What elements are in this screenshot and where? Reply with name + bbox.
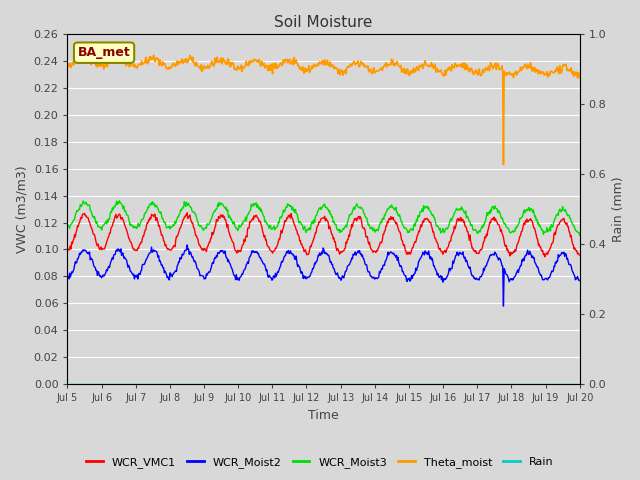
Y-axis label: Rain (mm): Rain (mm) (612, 176, 625, 242)
Title: Soil Moisture: Soil Moisture (275, 15, 372, 30)
X-axis label: Time: Time (308, 409, 339, 422)
Text: BA_met: BA_met (77, 46, 131, 59)
Legend: WCR_VMC1, WCR_Moist2, WCR_Moist3, Theta_moist, Rain: WCR_VMC1, WCR_Moist2, WCR_Moist3, Theta_… (82, 452, 558, 472)
Y-axis label: VWC (m3/m3): VWC (m3/m3) (15, 165, 28, 253)
